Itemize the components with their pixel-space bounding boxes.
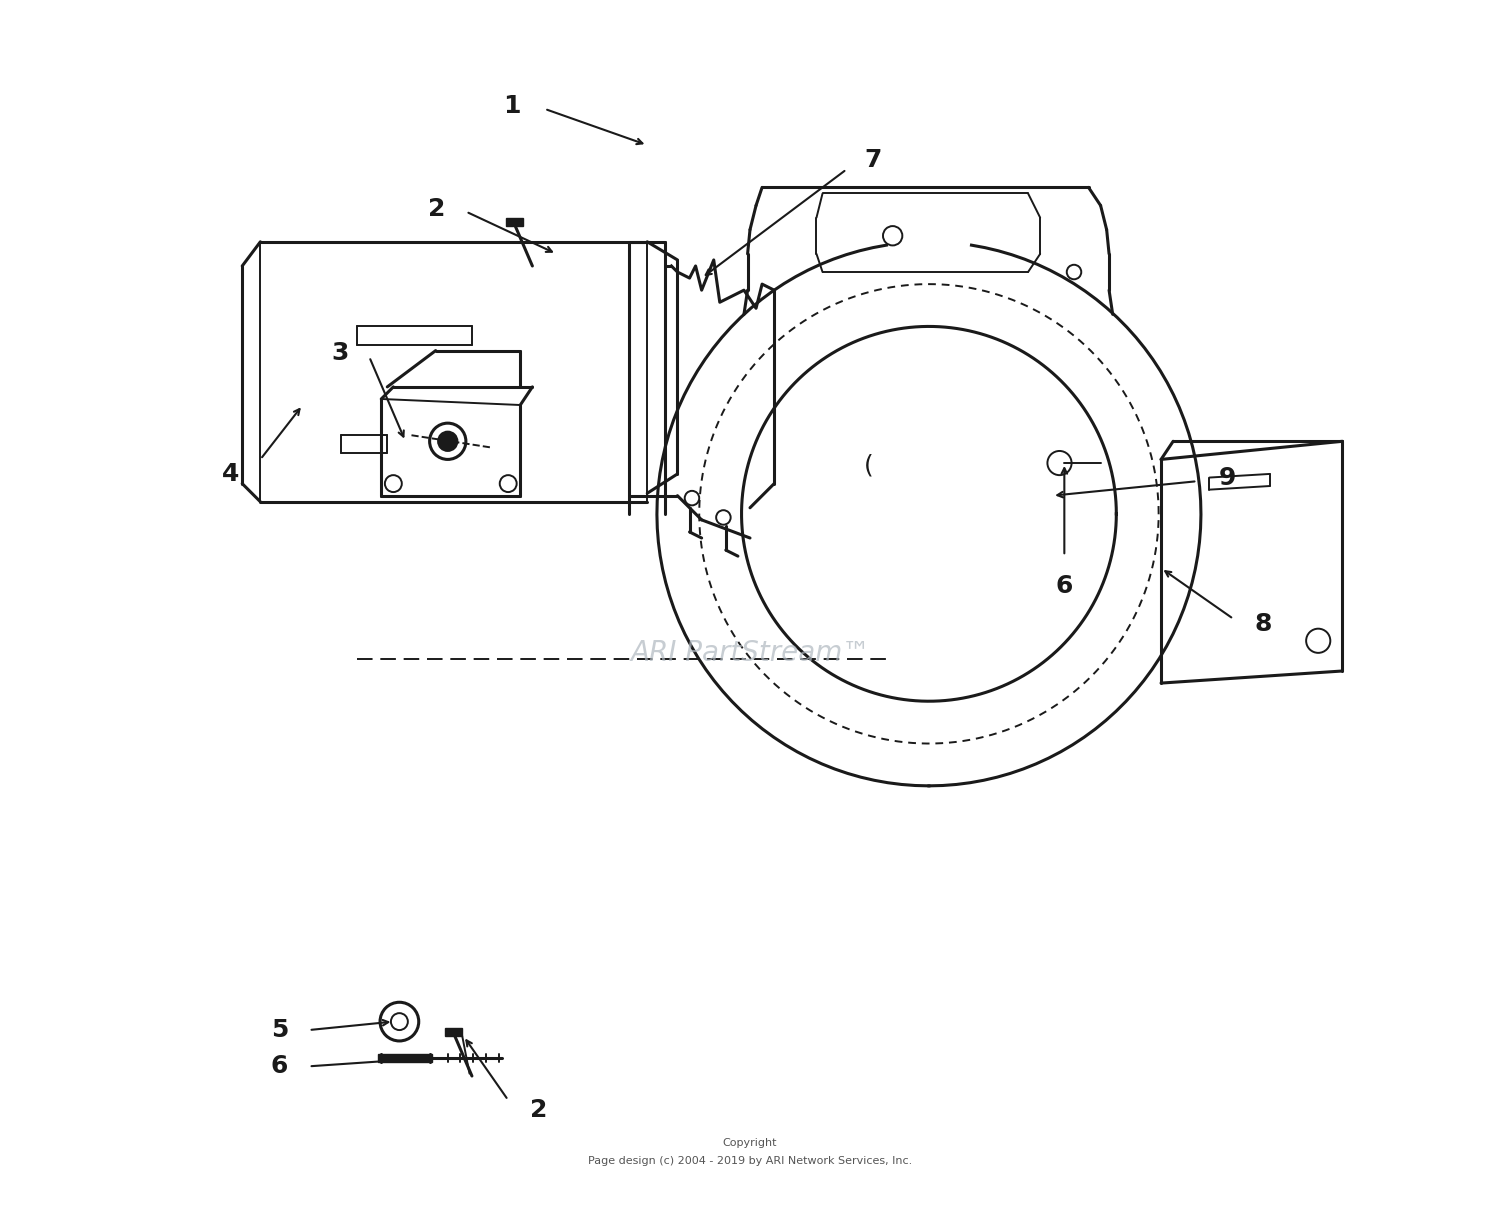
Text: 2: 2 <box>427 197 445 221</box>
Text: Copyright: Copyright <box>723 1138 777 1147</box>
Text: 5: 5 <box>272 1018 288 1042</box>
Text: 1: 1 <box>503 94 520 118</box>
Text: 7: 7 <box>865 147 882 172</box>
Text: 3: 3 <box>332 341 348 365</box>
Text: 4: 4 <box>222 462 240 486</box>
Bar <box>378 1054 432 1062</box>
Bar <box>446 1028 462 1036</box>
Text: ARI PartStream™: ARI PartStream™ <box>630 638 870 667</box>
Text: Page design (c) 2004 - 2019 by ARI Network Services, Inc.: Page design (c) 2004 - 2019 by ARI Netwo… <box>588 1156 912 1165</box>
Text: 8: 8 <box>1254 612 1272 636</box>
Circle shape <box>438 432 458 451</box>
Text: 6: 6 <box>272 1054 288 1078</box>
Text: 2: 2 <box>530 1098 548 1122</box>
Text: 6: 6 <box>1056 574 1072 598</box>
Text: 9: 9 <box>1220 465 1236 490</box>
Bar <box>506 218 522 226</box>
Text: (: ( <box>864 453 873 478</box>
